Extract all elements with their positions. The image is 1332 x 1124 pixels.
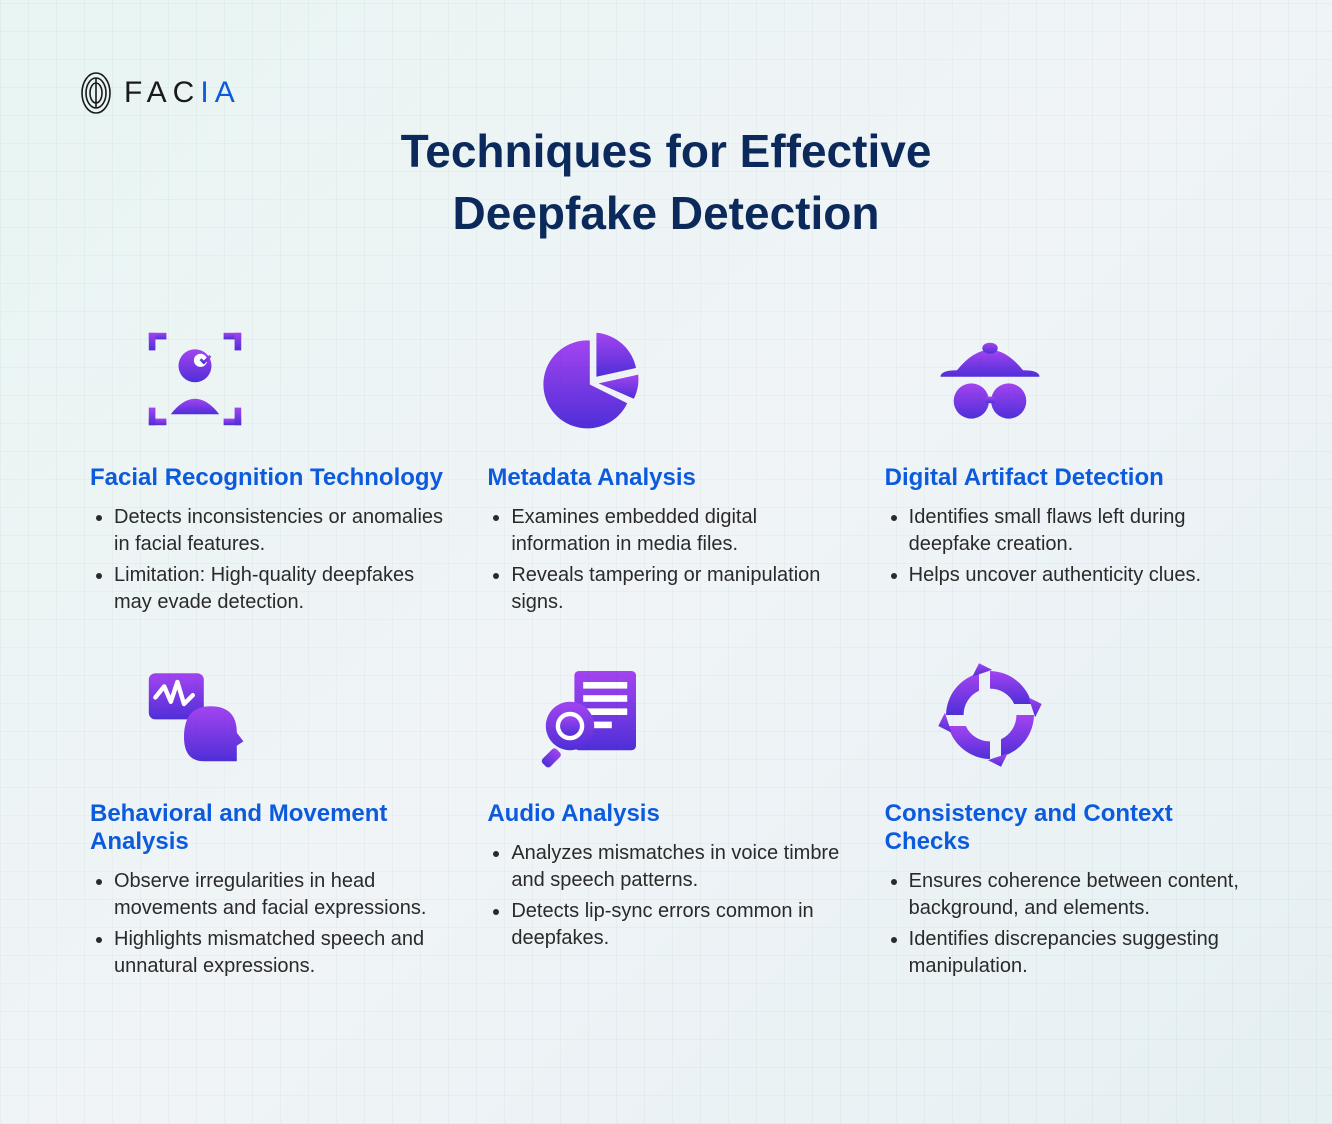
card-bullets: Observe irregularities in head movements… xyxy=(90,868,447,980)
bullet-item: Identifies discrepancies suggesting mani… xyxy=(909,926,1242,980)
bullet-item: Analyzes mismatches in voice timbre and … xyxy=(511,840,844,894)
card-bullets: Ensures coherence between content, backg… xyxy=(885,868,1242,980)
bullet-item: Detects lip-sync errors common in deepfa… xyxy=(511,898,844,952)
card-title: Audio Analysis xyxy=(487,800,844,828)
card-audio-analysis: Audio Analysis Analyzes mismatches in vo… xyxy=(487,650,844,984)
card-behavioral-analysis: Behavioral and Movement Analysis Observe… xyxy=(90,650,447,984)
card-artifact-detection: Digital Artifact Detection Identifies sm… xyxy=(885,314,1242,620)
card-bullets: Analyzes mismatches in voice timbre and … xyxy=(487,840,844,952)
card-title: Digital Artifact Detection xyxy=(885,464,1242,492)
bullet-item: Limitation: High-quality deepfakes may e… xyxy=(114,562,447,616)
incognito-icon xyxy=(935,324,1045,434)
card-bullets: Detects inconsistencies or anomalies in … xyxy=(90,504,447,616)
brand-text-accent: IA xyxy=(200,76,240,109)
bullet-item: Observe irregularities in head movements… xyxy=(114,868,447,922)
cards-grid: Facial Recognition Technology Detects in… xyxy=(0,244,1332,984)
card-title: Facial Recognition Technology xyxy=(90,464,447,492)
card-metadata-analysis: Metadata Analysis Examines embedded digi… xyxy=(487,314,844,620)
brand-logo: FACIA xyxy=(78,70,241,116)
fingerprint-icon xyxy=(78,70,114,116)
bullet-item: Detects inconsistencies or anomalies in … xyxy=(114,504,447,558)
face-scan-icon xyxy=(140,324,250,434)
bullet-item: Identifies small flaws left during deepf… xyxy=(909,504,1242,558)
audio-doc-icon xyxy=(537,660,647,770)
bullet-item: Examines embedded digital information in… xyxy=(511,504,844,558)
card-bullets: Identifies small flaws left during deepf… xyxy=(885,504,1242,589)
title-line-2: Deepfake Detection xyxy=(453,187,880,239)
cycle-icon xyxy=(935,660,1045,770)
behavior-icon xyxy=(140,660,250,770)
card-facial-recognition: Facial Recognition Technology Detects in… xyxy=(90,314,447,620)
brand-text-main: FAC xyxy=(124,76,200,109)
page-title: Techniques for Effective Deepfake Detect… xyxy=(0,0,1332,244)
card-title: Metadata Analysis xyxy=(487,464,844,492)
card-consistency-checks: Consistency and Context Checks Ensures c… xyxy=(885,650,1242,984)
brand-wordmark: FACIA xyxy=(124,76,241,110)
bullet-item: Helps uncover authenticity clues. xyxy=(909,562,1242,589)
card-title: Consistency and Context Checks xyxy=(885,800,1242,856)
bullet-item: Ensures coherence between content, backg… xyxy=(909,868,1242,922)
pie-chart-icon xyxy=(537,324,647,434)
card-bullets: Examines embedded digital information in… xyxy=(487,504,844,616)
title-line-1: Techniques for Effective xyxy=(401,125,932,177)
card-title: Behavioral and Movement Analysis xyxy=(90,800,447,856)
bullet-item: Highlights mismatched speech and unnatur… xyxy=(114,926,447,980)
bullet-item: Reveals tampering or manipulation signs. xyxy=(511,562,844,616)
